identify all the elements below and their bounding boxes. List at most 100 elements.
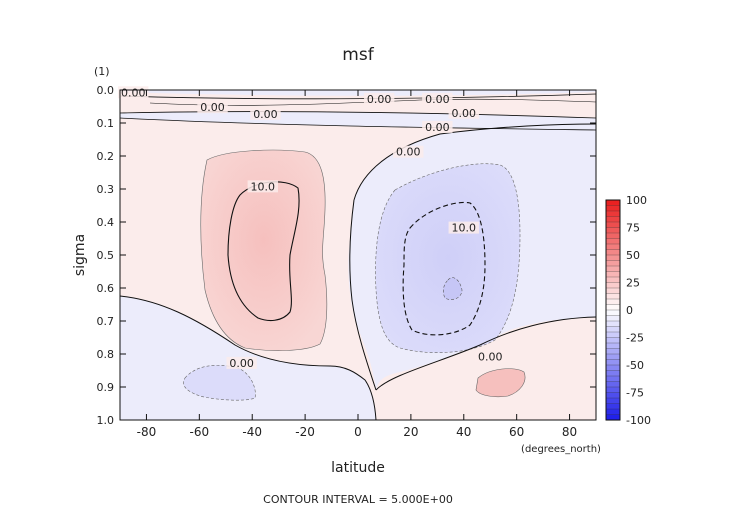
y-tick-label: 0.2 (97, 150, 115, 163)
contour-label-bg (363, 92, 395, 105)
contour-label-bg (475, 350, 506, 363)
chart-title: msf (342, 45, 374, 65)
x-units-label: (degrees_north) (521, 444, 601, 455)
contour-label: 0.00 (200, 101, 225, 114)
units-label: (1) (94, 65, 110, 78)
x-axis: -80 -60 -40 -20 0 20 40 60 80 (137, 90, 577, 439)
y-tick-label: 0.5 (97, 249, 115, 262)
colorbar-swatch (605, 265, 621, 273)
colorbar-swatch (605, 304, 621, 311)
colorbar-frame (605, 199, 621, 421)
colorbar-swatch (605, 331, 621, 339)
colorbar-swatch (605, 342, 621, 350)
contour-label: 0.00 (367, 93, 392, 106)
y-tick-label: 0.7 (97, 315, 115, 328)
colorbar-swatch (605, 337, 621, 344)
contour-label: 0.00 (121, 86, 146, 99)
colorbar-tick-label: 100 (626, 194, 647, 207)
zero-line-4 (349, 199, 377, 391)
contour-label-bg (448, 221, 479, 234)
colorbar: 100 75 50 25 0 -25 -50 -75 -100 (605, 194, 651, 427)
zero-line-upper-2 (120, 117, 596, 131)
contour-interval: CONTOUR INTERVAL = 5.000E+00 (263, 493, 453, 506)
zero-line-1 (120, 295, 377, 420)
contour-label-bg (422, 120, 453, 133)
y-tick-label: 1.0 (97, 414, 115, 427)
colorbar-swatch (605, 403, 621, 410)
contour-label-bg (448, 106, 479, 119)
colorbar-swatch (605, 210, 621, 218)
cell-negative (375, 163, 521, 353)
x-tick-label: 20 (403, 425, 418, 439)
colorbar-swatch (605, 271, 621, 278)
y-tick-label: 0.3 (97, 183, 115, 196)
y-tick-label: 0.6 (97, 282, 115, 295)
colorbar-tick-label: 50 (626, 249, 640, 262)
y-tick-label: 0.1 (97, 117, 115, 130)
contour-10-negative (402, 201, 486, 336)
colorbar-swatch (605, 276, 621, 284)
y-axis-label: sigma (72, 234, 88, 276)
x-tick-label: 80 (562, 425, 577, 439)
y-tick-label: 0.4 (97, 216, 115, 229)
colorbar-swatch (605, 227, 621, 234)
pocket-positive (475, 368, 526, 398)
contour-label-bg (422, 92, 453, 105)
colorbar-swatch (605, 282, 621, 289)
contour-label-bg (250, 107, 281, 120)
plot-area (120, 90, 596, 420)
colorbar-swatch (605, 254, 621, 262)
contour-label: 0.00 (396, 146, 421, 159)
contour-label-bg (118, 86, 149, 99)
contour-label-bg (247, 180, 278, 193)
colorbar-tick-label: -25 (626, 332, 644, 345)
contour-label: 0.00 (425, 121, 450, 134)
colorbar-swatch (605, 397, 621, 405)
colorbar-swatch (605, 221, 621, 229)
x-tick-label: -80 (137, 425, 157, 439)
colorbar-swatch (605, 298, 621, 306)
colorbar-swatch (605, 216, 621, 223)
x-tick-label: -60 (190, 425, 210, 439)
colorbar-swatch (605, 359, 621, 366)
zero-line-2 (353, 123, 596, 201)
contour-label: 0.00 (229, 357, 254, 370)
colorbar-swatch (605, 315, 621, 322)
colorbar-swatch (605, 249, 621, 256)
colorbar-swatch (605, 353, 621, 361)
x-axis-label: latitude (331, 460, 385, 476)
colorbar-swatch (605, 205, 621, 212)
colorbar-swatch (605, 381, 621, 388)
contour-label-bg (393, 145, 424, 158)
colorbar-swatch (605, 238, 621, 245)
y-tick-label: 0.9 (97, 381, 115, 394)
colorbar-swatch (605, 293, 621, 300)
contour-label: 0.00 (452, 107, 477, 120)
contour-label: 10.0 (452, 222, 477, 235)
contour-label: 0.00 (478, 350, 503, 363)
colorbar-swatch (605, 370, 621, 377)
colorbar-swatch (605, 408, 621, 416)
zero-line-top (120, 93, 596, 100)
cell-positive (200, 149, 328, 351)
colorbar-swatch (605, 392, 621, 399)
y-axis: 0.0 0.1 0.2 0.3 0.4 0.5 0.6 0.7 0.8 0.9 1.0 (97, 84, 596, 427)
x-tick-label: 0 (354, 425, 362, 439)
colorbar-swatch (605, 320, 621, 328)
contour-label: 10.0 (251, 180, 276, 193)
contour-10-positive (227, 181, 300, 322)
colorbar-swatch (605, 326, 621, 333)
colorbar-tick-label: -100 (626, 414, 651, 427)
colorbar-swatch (605, 199, 621, 207)
x-tick-label: -20 (295, 425, 315, 439)
colorbar-tick-label: -50 (626, 359, 644, 372)
pocket-inner (443, 277, 463, 300)
contour-label: 0.00 (253, 108, 278, 121)
colorbar-tick-label: -75 (626, 387, 644, 400)
colorbar-swatch (605, 386, 621, 394)
contour-label-bg (197, 101, 228, 114)
colorbar-swatch (605, 232, 621, 240)
colorbar-swatch (605, 243, 621, 251)
zero-line-3 (375, 316, 596, 391)
